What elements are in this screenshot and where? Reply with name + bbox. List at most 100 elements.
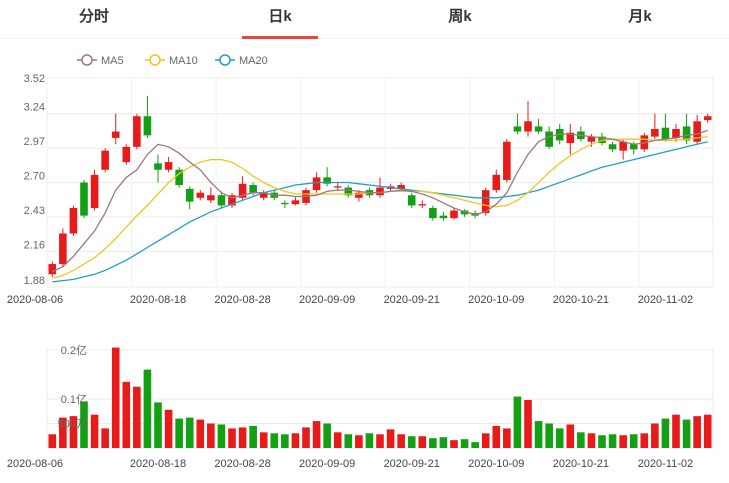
volume-bar (143, 369, 152, 448)
candle-body (534, 126, 543, 132)
candle-body (693, 121, 701, 142)
volume-y-tick: 0.2亿 (61, 344, 87, 357)
volume-bar (365, 433, 374, 448)
candle-body (376, 187, 384, 196)
volume-bar (703, 414, 712, 448)
kline-x-tick: 2020-10-09 (468, 294, 524, 306)
volume-x-tick: 2020-09-21 (384, 458, 440, 470)
volume-bar (481, 433, 490, 448)
candle-body (101, 150, 109, 170)
volume-bar (450, 440, 458, 448)
volume-bar (439, 437, 448, 448)
candle-body (217, 195, 226, 206)
kline-grid (46, 77, 714, 288)
legend-marker-ma10 (149, 54, 161, 66)
candle-body (122, 146, 131, 163)
candle-body (545, 131, 553, 147)
legend-label-ma5: MA5 (101, 55, 124, 67)
candle-body (196, 192, 205, 198)
volume-bar (249, 425, 257, 448)
volume-bar (323, 423, 331, 448)
candle-body (238, 183, 247, 198)
volume-bar (376, 434, 384, 448)
candle-body (355, 192, 363, 198)
volume-bar (111, 347, 120, 448)
candle-body (80, 182, 88, 216)
ma10-line (52, 135, 708, 279)
volume-bar (344, 434, 353, 448)
volume-bar (513, 396, 522, 448)
candle-body (397, 185, 405, 189)
volume-bar (281, 434, 289, 448)
candle-body (672, 128, 680, 138)
volume-bar (407, 436, 416, 448)
volume-bar (312, 421, 321, 448)
candle-body (48, 264, 57, 275)
volume-bar (333, 432, 342, 448)
kline-y-tick: 3.24 (24, 102, 45, 114)
legend-label-ma20: MA20 (239, 55, 268, 67)
candle-body (450, 210, 458, 219)
candle-body (291, 200, 300, 205)
legend-label-ma10: MA10 (169, 55, 198, 67)
volume-bar (598, 435, 606, 448)
candle-body (333, 186, 342, 188)
candle-body (587, 136, 596, 142)
candle-body (207, 195, 215, 201)
volume-bar (397, 434, 405, 448)
candle-body (429, 207, 437, 219)
kline-y-tick: 2.97 (24, 136, 45, 148)
candle-body (281, 202, 289, 205)
candle-body (249, 185, 257, 193)
volume-bar (661, 418, 670, 448)
tab-daily-k[interactable]: 日k (242, 0, 318, 39)
kline-x-axis: 2020-08-06 2020-08-18 2020-08-28 2020-09-09… (7, 294, 693, 306)
volume-bar (587, 433, 596, 448)
ma5-line (52, 129, 708, 273)
volume-bar (503, 428, 511, 448)
volume-bar (101, 428, 109, 448)
volume-bar (545, 423, 553, 448)
volume-bar (386, 429, 395, 448)
volume-bar (133, 386, 141, 448)
tab-intraday[interactable]: 分时 (78, 8, 109, 25)
volume-bar (270, 433, 279, 448)
volume-bar (355, 435, 363, 448)
candle-body (492, 174, 501, 191)
volume-bar (122, 381, 131, 448)
candle-body (185, 188, 194, 202)
volume-x-tick: 2020-08-06 (7, 458, 63, 470)
candle-body (59, 233, 67, 265)
volume-bar (619, 435, 627, 448)
volume-bar (164, 409, 173, 448)
volume-bar (682, 419, 691, 448)
kline-y-tick: 1.88 (24, 275, 45, 287)
legend-marker-ma5 (81, 54, 93, 66)
volume-bar (534, 421, 543, 448)
candle-body (407, 195, 416, 206)
kline-x-tick: 2020-08-28 (214, 294, 270, 306)
volume-bar (207, 423, 215, 448)
volume-bar (492, 425, 501, 448)
kline-x-tick: 2020-11-02 (638, 294, 693, 306)
volume-x-tick: 2020-11-02 (638, 458, 693, 470)
volume-x-axis: 2020-08-06 2020-08-18 2020-08-28 2020-09-09… (7, 458, 693, 470)
tab-weekly-k[interactable]: 周k (448, 8, 472, 25)
candle-body (682, 126, 691, 141)
candle-body (566, 132, 575, 143)
kline-x-tick: 2020-09-21 (384, 294, 440, 306)
candle-body (154, 163, 162, 170)
volume-bar (629, 434, 638, 448)
tab-monthly-k[interactable]: 月k (628, 8, 652, 25)
kline-x-tick: 2020-10-21 (553, 294, 609, 306)
volume-y-axis: 0.2亿 0.1亿 500万 (58, 344, 87, 431)
volume-bar (608, 434, 617, 448)
candle-body (175, 169, 183, 186)
period-tabs: 分时 日k 周k 月k (0, 0, 729, 39)
volume-bars (48, 347, 712, 448)
volume-bar (48, 434, 57, 448)
volume-bar (228, 428, 236, 448)
kline-x-tick: 2020-08-18 (130, 294, 186, 306)
candle-body (608, 144, 617, 150)
